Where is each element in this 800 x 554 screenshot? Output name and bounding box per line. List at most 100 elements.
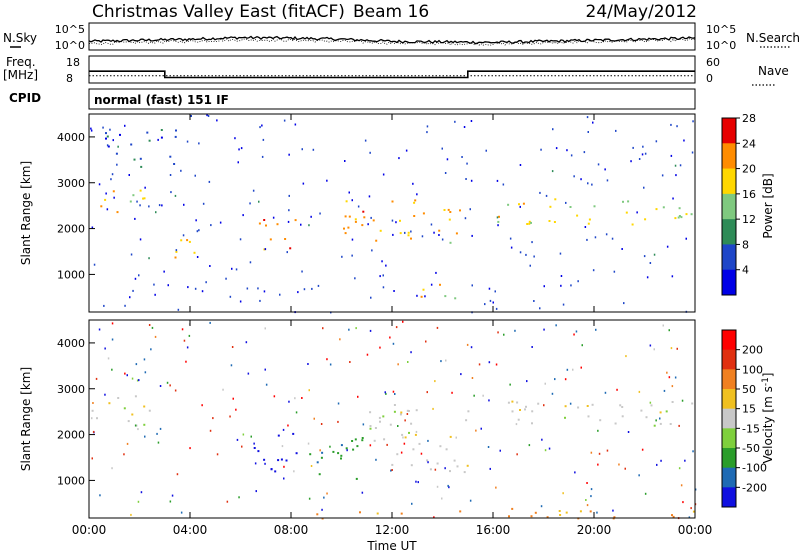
power-tick-label: 12 <box>742 213 756 226</box>
speckle <box>257 287 259 290</box>
speckle <box>241 445 243 448</box>
cell-f0 <box>143 405 146 408</box>
ytick-label-3000: 3000 <box>57 177 85 190</box>
speckle <box>394 393 396 395</box>
speckle <box>313 417 315 420</box>
speckle <box>252 189 255 192</box>
speckle <box>666 245 669 248</box>
cell-f2 <box>352 448 355 451</box>
speckle <box>368 195 371 198</box>
cell-f4 <box>640 409 643 412</box>
cell-f5 <box>587 222 590 225</box>
power-panel-bg <box>89 114 695 312</box>
cell-f5 <box>677 216 680 219</box>
speckle <box>174 194 177 197</box>
speckle <box>533 300 535 302</box>
speckle <box>544 449 547 452</box>
power-swatch <box>722 193 736 220</box>
speckle <box>180 169 182 172</box>
speckle <box>264 462 266 465</box>
speckle <box>230 364 233 367</box>
speckle <box>264 327 266 330</box>
ytick-label-3000: 3000 <box>57 383 85 396</box>
speckle <box>308 224 310 227</box>
cell-f2 <box>284 238 287 240</box>
cell-f3 <box>375 239 378 242</box>
cell-f0 <box>134 395 137 398</box>
speckle <box>153 283 155 286</box>
speckle <box>641 153 644 156</box>
xtick-label: 00:00 <box>678 523 713 537</box>
speckle <box>649 401 652 404</box>
speckle <box>676 347 678 350</box>
cell-f1 <box>193 251 196 254</box>
cell-f3 <box>414 199 417 202</box>
speckle <box>196 256 199 258</box>
cell-f5 <box>359 511 361 514</box>
speckle <box>190 115 192 117</box>
speckle <box>616 388 618 391</box>
ytick-label-2000: 2000 <box>57 429 85 442</box>
speckle <box>138 274 140 277</box>
speckle <box>105 192 107 195</box>
cell-f5 <box>671 514 673 517</box>
speckle <box>91 226 94 229</box>
speckle <box>128 174 130 176</box>
cell-f4 <box>619 404 622 407</box>
cell-f6 <box>106 135 109 138</box>
cell-f3 <box>343 227 345 230</box>
cell-f3 <box>354 220 357 223</box>
speckle <box>543 285 545 288</box>
speckle <box>427 461 429 464</box>
cell-f4 <box>653 424 656 427</box>
cell-f5 <box>579 510 582 513</box>
speckle <box>395 221 397 224</box>
freq-series <box>89 70 695 79</box>
velocity-tick-label: -200 <box>742 481 767 494</box>
speckle <box>196 230 199 233</box>
cell-f5 <box>522 202 525 205</box>
speckle <box>469 208 471 211</box>
speckle <box>606 179 609 182</box>
speckle <box>426 131 428 134</box>
cell-f2 <box>276 223 279 226</box>
cell-f6 <box>115 152 118 155</box>
cell-f4 <box>614 422 617 425</box>
cell-f3 <box>414 433 417 436</box>
cell-f1 <box>277 459 280 462</box>
speckle <box>339 338 341 341</box>
speckle <box>308 389 310 392</box>
cell-f5 <box>497 220 500 223</box>
power-yaxis: 1000 2000 3000 4000 <box>57 131 95 281</box>
speckle <box>591 183 593 186</box>
speckle <box>201 290 204 293</box>
cell-f4 <box>621 406 624 408</box>
speckle <box>382 274 384 277</box>
speckle <box>132 289 134 292</box>
speckle <box>308 497 311 500</box>
speckle <box>294 397 296 400</box>
speckle <box>392 342 395 345</box>
speckle <box>364 139 367 142</box>
cell-f5 <box>593 205 596 208</box>
speckle <box>209 265 211 267</box>
speckle <box>436 485 439 488</box>
cell-f3 <box>374 427 377 429</box>
speckle <box>326 358 328 361</box>
cell-f1 <box>274 470 277 473</box>
speckle <box>390 469 392 472</box>
nsky-label: N.Sky <box>3 31 37 45</box>
cell-f5 <box>530 515 533 518</box>
speckle <box>461 156 463 158</box>
speckle <box>386 443 388 446</box>
speckle <box>98 183 101 186</box>
speckle <box>250 435 252 438</box>
speckle <box>202 202 205 205</box>
speckle <box>295 411 298 414</box>
cell-f3 <box>362 210 365 213</box>
speckle <box>446 158 449 161</box>
speckle <box>671 275 674 278</box>
cell-f5 <box>631 223 634 226</box>
cell-f5 <box>558 510 561 512</box>
